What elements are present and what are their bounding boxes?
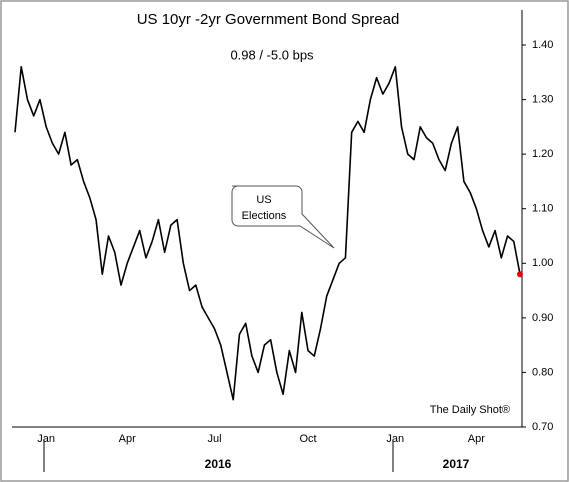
annotation: US Elections <box>231 185 335 249</box>
annotation-text: Elections <box>242 210 287 222</box>
end-marker <box>517 271 523 278</box>
year-label: 2016 <box>205 457 232 471</box>
y-tick-label: 0.80 <box>532 366 553 378</box>
y-tick-label: 1.30 <box>532 93 553 105</box>
chart-subtitle: 0.98 / -5.0 bps <box>230 47 314 62</box>
y-tick-label: 0.90 <box>532 312 553 324</box>
x-tick-label: Oct <box>299 433 316 445</box>
series-line <box>14 66 521 401</box>
x-tick-label: Jan <box>386 433 404 445</box>
x-tick-label: Apr <box>468 433 485 445</box>
source-label: The Daily Shot® <box>430 404 510 416</box>
y-tick-label: 1.10 <box>532 203 553 215</box>
chart-title: US 10yr -2yr Government Bond Spread <box>137 11 400 28</box>
callout-box <box>231 185 335 249</box>
x-tick-label: Apr <box>119 433 136 445</box>
y-tick-label: 1.40 <box>532 39 553 51</box>
y-tick-label: 1.00 <box>532 257 553 269</box>
x-tick-label: Jan <box>37 433 55 445</box>
y-tick-label: 1.20 <box>532 148 553 160</box>
y-tick-label: 0.70 <box>532 421 553 433</box>
year-label: 2017 <box>443 457 470 471</box>
x-tick-label: Jul <box>207 433 221 445</box>
annotation-text: US <box>256 194 271 206</box>
